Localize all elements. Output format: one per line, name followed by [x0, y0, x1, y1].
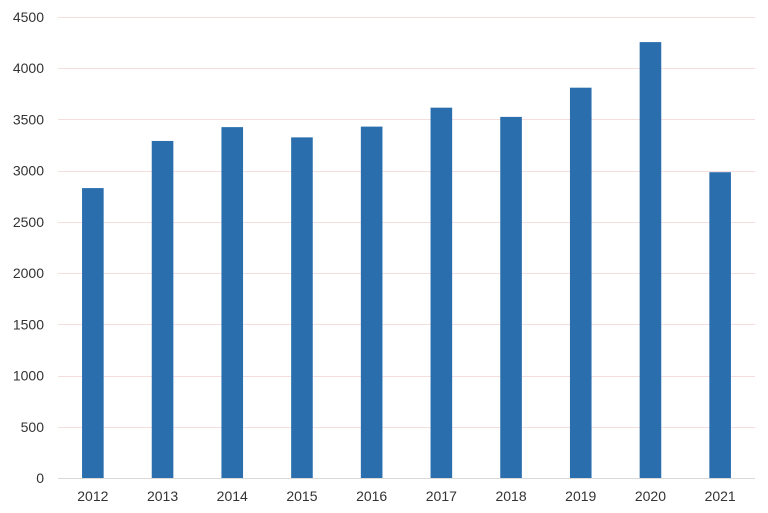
bar-2015 [291, 137, 313, 478]
y-axis-ticks: 0 500 1000 1500 2000 2500 3000 3500 4000 4500 [13, 9, 44, 486]
bar-2012 [82, 188, 104, 479]
x-tick-label: 2021 [705, 488, 736, 504]
bar-2018 [500, 116, 522, 478]
y-tick-label: 2000 [13, 265, 44, 281]
bar-2014 [221, 127, 244, 478]
y-tick-label: 4500 [13, 9, 44, 25]
bar-2020 [639, 42, 662, 479]
bar-2019 [569, 87, 592, 478]
y-tick-label: 3500 [13, 111, 44, 127]
y-tick-label: 2500 [13, 214, 44, 230]
x-tick-label: 2017 [426, 488, 457, 504]
x-tick-label: 2014 [217, 488, 248, 504]
y-tick-label: 0 [36, 470, 44, 486]
x-tick-label: 2019 [565, 488, 596, 504]
x-tick-label: 2016 [356, 488, 387, 504]
x-tick-label: 2015 [286, 488, 317, 504]
x-axis-ticks: 2012 2013 2014 2015 2016 2017 2018 2019 2020 2021 [77, 488, 736, 504]
bars [82, 42, 731, 479]
y-tick-label: 3000 [13, 163, 44, 179]
bar-2017 [430, 107, 453, 478]
y-tick-label: 1500 [13, 316, 44, 332]
y-tick-label: 4000 [13, 60, 44, 76]
y-tick-label: 1000 [13, 368, 44, 384]
bar-2013 [151, 140, 174, 479]
bar-2016 [360, 126, 383, 479]
y-tick-label: 500 [21, 419, 45, 435]
x-tick-label: 2018 [495, 488, 526, 504]
bar-2021 [709, 172, 731, 478]
x-tick-label: 2013 [147, 488, 178, 504]
x-tick-label: 2020 [635, 488, 666, 504]
gridlines [58, 17, 755, 479]
x-tick-label: 2012 [77, 488, 108, 504]
